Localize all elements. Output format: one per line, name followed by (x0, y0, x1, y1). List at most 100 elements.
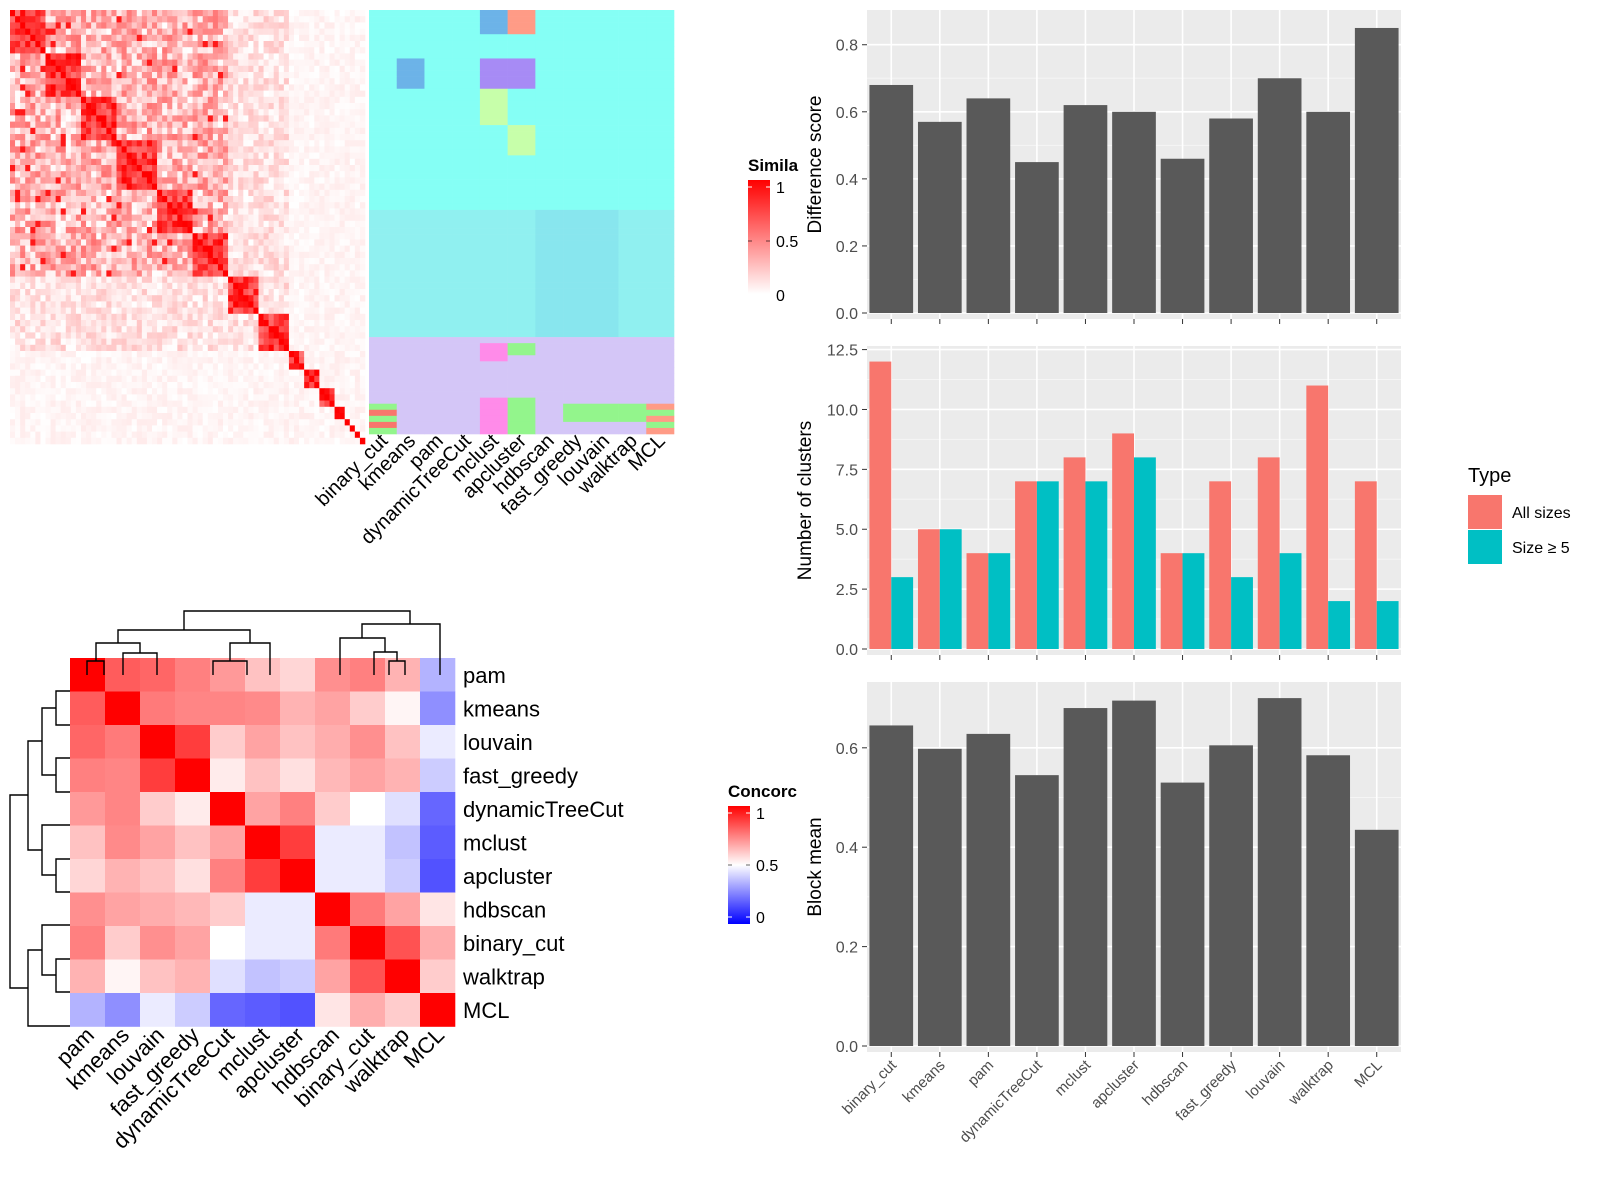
similarity-cell (167, 413, 173, 420)
similarity-cell (233, 276, 239, 284)
similarity-cell (162, 239, 168, 246)
similarity-cell (75, 413, 82, 420)
similarity-cell (162, 109, 168, 116)
similarity-cell (268, 245, 275, 253)
similarity-cell (131, 53, 138, 60)
similarity-cell (91, 103, 97, 110)
similarity-cell (177, 220, 183, 228)
similarity-cell (81, 208, 87, 215)
similarity-cell (35, 59, 41, 67)
similarity-cell (146, 152, 153, 160)
similarity-cell (212, 134, 219, 141)
similarity-cell (167, 59, 173, 67)
similarity-cell (162, 295, 168, 302)
similarity-cell (248, 382, 254, 389)
similarity-cell (116, 28, 122, 36)
similarity-cell (309, 406, 315, 414)
similarity-cell (238, 16, 244, 23)
similarity-cell (70, 375, 77, 383)
similarity-cell (344, 264, 351, 271)
similarity-cell (50, 34, 56, 42)
similarity-cell (116, 47, 122, 54)
similarity-cell (309, 146, 315, 153)
similarity-cell (141, 177, 148, 184)
similarity-cell (319, 413, 325, 420)
similarity-cell (344, 121, 351, 129)
similarity-cell (329, 425, 335, 432)
similarity-cell (126, 16, 133, 23)
similarity-cell (106, 183, 112, 191)
similarity-cell (238, 264, 244, 271)
similarity-cell (238, 239, 244, 246)
similarity-cell (253, 152, 259, 160)
similarity-cell (359, 307, 366, 315)
similarity-cell (207, 84, 214, 91)
similarity-cell (268, 59, 275, 67)
similarity-cell (233, 406, 239, 414)
similarity-cell (146, 332, 153, 339)
similarity-cell (228, 326, 234, 333)
similarity-cell (197, 394, 204, 401)
similarity-cell (121, 84, 127, 91)
similarity-cell (314, 307, 320, 315)
similarity-cell (45, 251, 51, 259)
similarity-cell (157, 28, 163, 36)
similarity-cell (299, 165, 305, 172)
similarity-cell (283, 90, 290, 98)
similarity-cell (106, 413, 112, 420)
similarity-cell (202, 121, 209, 129)
similarity-cell (121, 251, 127, 259)
similarity-cell (60, 84, 67, 91)
similarity-cell (359, 96, 366, 104)
similarity-cell (299, 140, 305, 147)
similarity-cell (96, 134, 102, 141)
similarity-cell (258, 16, 264, 23)
similarity-cell (304, 189, 310, 197)
similarity-cell (152, 282, 158, 290)
similarity-cell (278, 320, 285, 327)
similarity-cell (228, 121, 234, 129)
similarity-cell (268, 214, 275, 222)
similarity-cell (207, 152, 214, 160)
similarity-cell (111, 264, 117, 271)
membership-cell (563, 58, 592, 65)
similarity-cell (233, 84, 239, 91)
similarity-cell (75, 276, 82, 284)
similarity-cell (278, 34, 285, 42)
similarity-cell (75, 369, 82, 377)
similarity-cell (111, 220, 117, 228)
similarity-cell (101, 90, 107, 98)
similarity-cell (25, 413, 31, 420)
similarity-cell (278, 202, 285, 209)
similarity-cell (25, 338, 31, 346)
similarity-cell (339, 53, 346, 60)
similarity-cell (111, 165, 117, 172)
similarity-cell (45, 413, 51, 420)
similarity-cell (192, 189, 198, 197)
similarity-cell (162, 388, 168, 395)
similarity-cell (344, 177, 351, 184)
similarity-cell (70, 41, 77, 48)
similarity-cell (268, 103, 275, 110)
similarity-cell (131, 400, 138, 408)
similarity-cell (248, 295, 254, 302)
similarity-cell (324, 127, 330, 135)
similarity-cell (106, 382, 112, 389)
similarity-cell (324, 202, 330, 209)
similarity-cell (116, 115, 122, 122)
similarity-cell (121, 245, 127, 253)
similarity-cell (131, 320, 138, 327)
similarity-cell (131, 332, 138, 339)
similarity-cell (248, 233, 254, 240)
similarity-cell (243, 72, 249, 79)
similarity-cell (233, 320, 239, 327)
similarity-cell (354, 109, 361, 116)
similarity-cell (207, 96, 214, 104)
similarity-cell (299, 59, 305, 67)
similarity-cell (106, 289, 112, 296)
similarity-cell (65, 388, 72, 395)
similarity-cell (243, 158, 249, 166)
similarity-cell (25, 90, 31, 98)
membership-cell (507, 52, 536, 59)
similarity-cell (70, 220, 77, 228)
